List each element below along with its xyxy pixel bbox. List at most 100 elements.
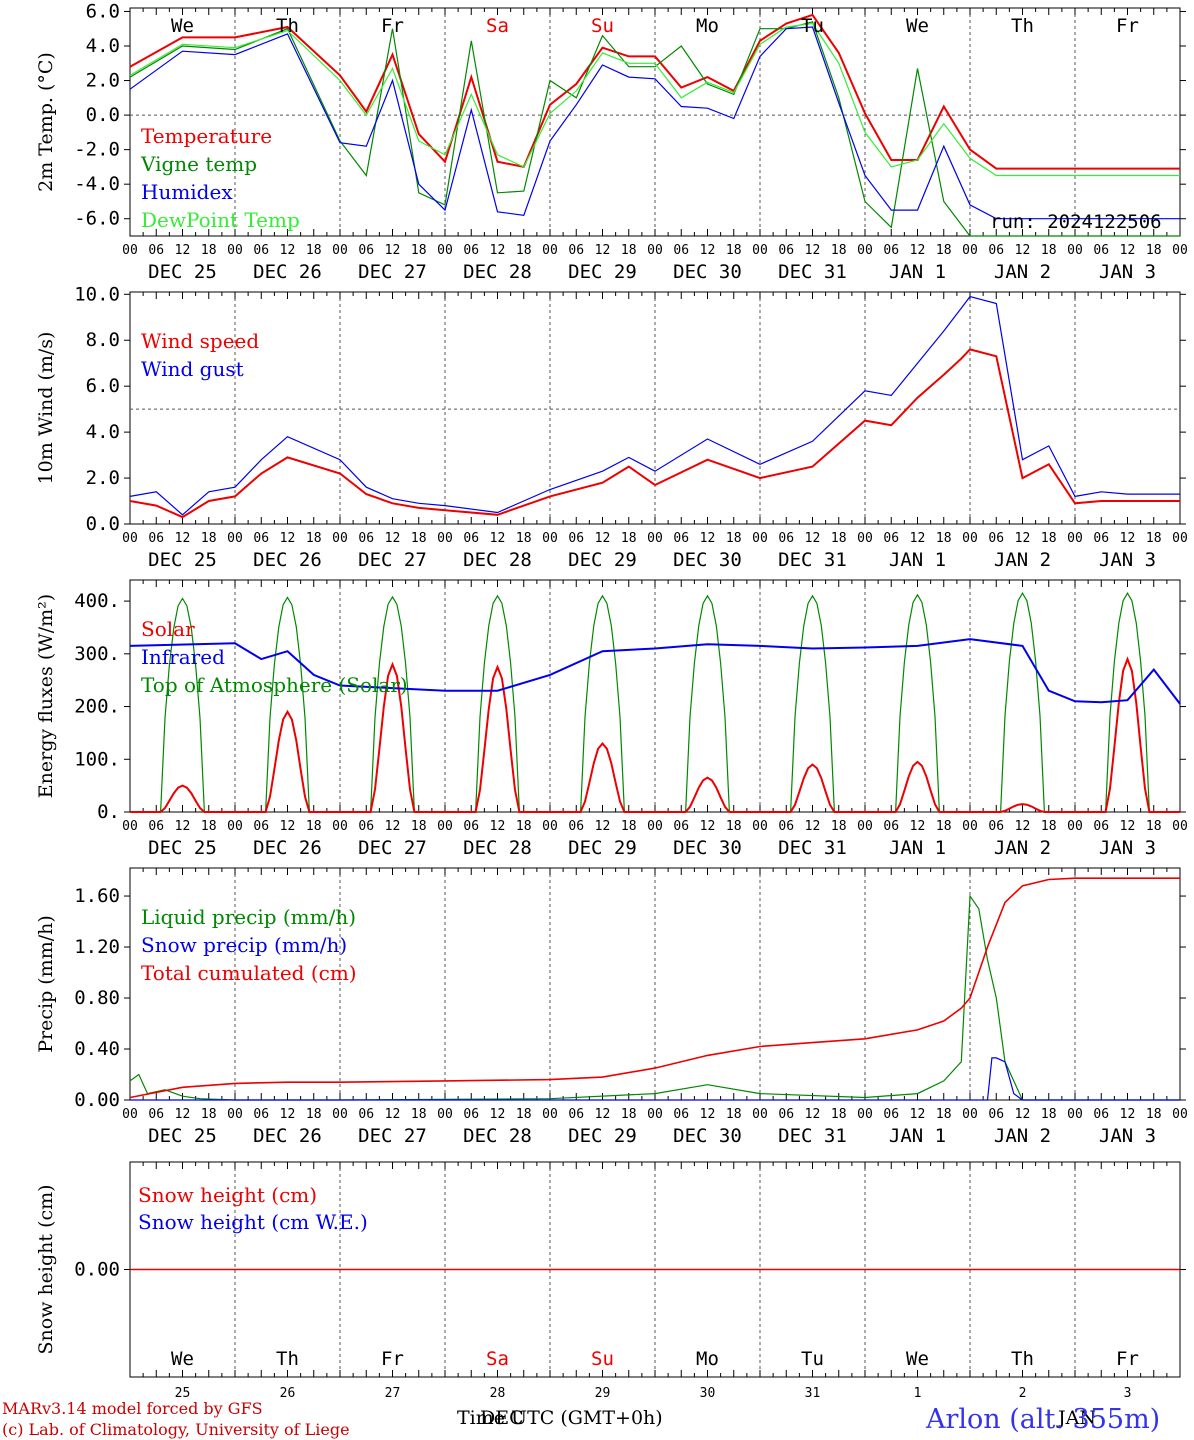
hour-tick-label: 00 [437, 1107, 453, 1122]
hour-tick-label: 12 [1015, 1107, 1031, 1122]
series-line-1 [129, 21, 1180, 237]
hour-tick-label: 00 [1067, 243, 1083, 258]
hour-tick-label: 12 [385, 243, 401, 258]
hour-tick-label: 06 [568, 819, 584, 834]
hour-tick-label: 00 [1067, 1107, 1083, 1122]
date-label: DEC 26 [253, 261, 322, 283]
hour-tick-label: 06 [148, 819, 164, 834]
day-label: Fr [1116, 1348, 1139, 1370]
hour-tick-label: 12 [385, 819, 401, 834]
y-tick-label: 4.0 [86, 421, 120, 443]
date-label: DEC 25 [148, 837, 217, 859]
y-tick-label: 8.0 [86, 329, 120, 351]
hour-tick-label: 12 [280, 1107, 296, 1122]
date-label: DEC 29 [568, 837, 637, 859]
hour-tick-label: 12 [700, 243, 716, 258]
hour-tick-label: 18 [726, 243, 742, 258]
y-tick-label: 0.00 [74, 1259, 120, 1281]
hour-tick-label: 18 [201, 243, 217, 258]
hour-tick-label: 06 [1093, 819, 1109, 834]
hour-tick-label: 06 [358, 1107, 374, 1122]
hour-tick-label: 06 [568, 531, 584, 546]
day-number-label: 3 [1124, 1386, 1132, 1401]
hour-tick-label: 06 [463, 819, 479, 834]
hour-tick-label: 00 [227, 243, 243, 258]
date-label: DEC 30 [673, 261, 742, 283]
date-label: DEC 31 [778, 549, 847, 571]
hour-tick-label: 12 [595, 819, 611, 834]
date-label: DEC 30 [673, 549, 742, 571]
hour-tick-label: 06 [463, 531, 479, 546]
legend-entry: Vigne temp [140, 152, 257, 176]
hour-tick-label: 12 [490, 531, 506, 546]
day-label: Th [1011, 1348, 1034, 1370]
y-tick-label: 0.40 [74, 1038, 120, 1060]
hour-tick-label: 18 [516, 819, 532, 834]
date-label: DEC 28 [463, 549, 532, 571]
hour-tick-label: 06 [988, 1107, 1004, 1122]
y-tick-label: 0.80 [74, 987, 120, 1009]
y-tick-label: 0.0 [86, 513, 120, 535]
date-label: JAN 1 [889, 261, 946, 283]
date-label: JAN 3 [1099, 837, 1156, 859]
hour-tick-label: 00 [542, 819, 558, 834]
day-label: Su [591, 15, 614, 37]
hour-tick-label: 00 [647, 819, 663, 834]
hour-tick-label: 00 [332, 531, 348, 546]
legend-entry: Wind gust [141, 357, 244, 381]
date-label: DEC 27 [358, 1125, 427, 1147]
panel-4: 0.00 Snow height (cm) We 25 Th 26 Fr 27 Sa 28 Su 29… [35, 1161, 1186, 1401]
y-axis-label: 2m Temp. (°C) [35, 52, 57, 192]
hour-tick-label: 12 [385, 1107, 401, 1122]
hour-tick-label: 18 [411, 819, 427, 834]
hour-tick-label: 18 [516, 531, 532, 546]
date-label: JAN 2 [994, 549, 1051, 571]
hour-tick-label: 12 [805, 243, 821, 258]
hour-tick-label: 00 [122, 243, 138, 258]
hour-tick-label: 00 [122, 819, 138, 834]
legend-entry: Snow height (cm W.E.) [138, 1210, 368, 1234]
hour-tick-label: 00 [227, 1107, 243, 1122]
hour-tick-label: 18 [936, 819, 952, 834]
panel-1: 10.0 8.0 6.0 4.0 2.0 0.0 10m Wind (m/s) 00 06 12 1… [35, 283, 1188, 571]
date-label: DEC 30 [673, 1125, 742, 1147]
date-label: JAN 3 [1099, 549, 1156, 571]
x-axis-title: Time UTC (GMT+0h) [457, 1407, 663, 1429]
hour-tick-label: 12 [700, 531, 716, 546]
day-number-label: 1 [914, 1386, 922, 1401]
hour-tick-label: 00 [122, 1107, 138, 1122]
series-line-solar [130, 656, 1180, 813]
hour-tick-label: 18 [411, 531, 427, 546]
hour-tick-label: 12 [175, 531, 191, 546]
hour-tick-label: 00 [542, 1107, 558, 1122]
hour-tick-label: 18 [411, 1107, 427, 1122]
panel-3: 1.60 1.20 0.80 0.40 0.00 Precip (mm/h) 00 06 12 1… [35, 867, 1188, 1147]
hour-tick-label: 18 [831, 1107, 847, 1122]
hour-tick-label: 00 [227, 531, 243, 546]
hour-tick-label: 06 [988, 531, 1004, 546]
hour-tick-label: 12 [595, 531, 611, 546]
hour-tick-label: 06 [988, 243, 1004, 258]
hour-tick-label: 18 [306, 819, 322, 834]
series-line-0 [129, 13, 1180, 170]
date-label: DEC 29 [568, 261, 637, 283]
date-label: DEC 30 [673, 837, 742, 859]
hour-tick-label: 18 [201, 531, 217, 546]
hour-tick-label: 18 [831, 531, 847, 546]
hour-tick-label: 06 [673, 243, 689, 258]
hour-tick-label: 12 [175, 243, 191, 258]
date-label: DEC 25 [148, 549, 217, 571]
hour-tick-label: 12 [490, 243, 506, 258]
hour-tick-label: 18 [1041, 1107, 1057, 1122]
hour-tick-label: 00 [962, 1107, 978, 1122]
hour-tick-label: 12 [280, 531, 296, 546]
hour-tick-label: 18 [1146, 1107, 1162, 1122]
hour-tick-label: 18 [516, 1107, 532, 1122]
hour-tick-label: 18 [306, 531, 322, 546]
hour-tick-label: 00 [752, 243, 768, 258]
hour-tick-label: 06 [778, 531, 794, 546]
hour-tick-label: 06 [463, 243, 479, 258]
legend-entry: Temperature [141, 124, 272, 148]
day-number-label: 31 [805, 1386, 821, 1401]
hour-tick-label: 18 [201, 819, 217, 834]
